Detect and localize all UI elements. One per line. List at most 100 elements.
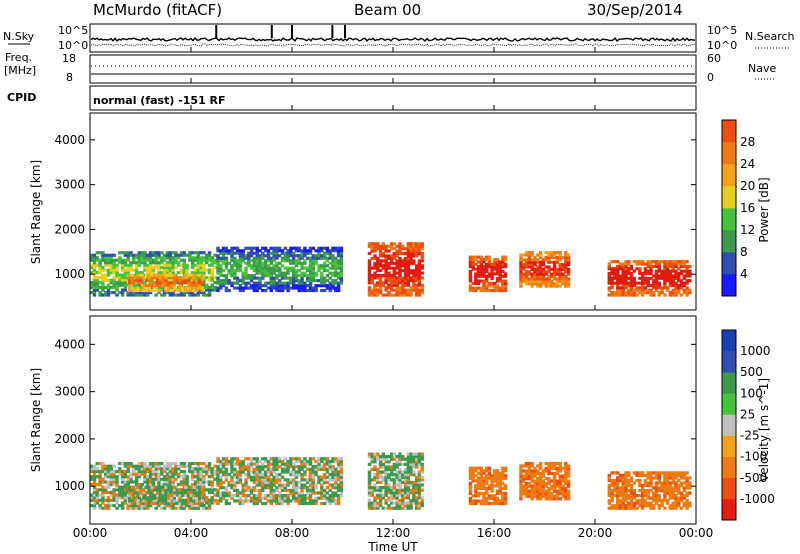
- velocity-cell: [381, 457, 385, 461]
- power-cell: [381, 259, 385, 263]
- velocity-cell: [373, 467, 377, 472]
- power-cell: [137, 253, 142, 257]
- velocity-cell: [261, 465, 265, 469]
- velocity-cell: [200, 499, 205, 503]
- power-cell: [401, 276, 405, 280]
- power-cell: [252, 256, 257, 260]
- velocity-cell: [286, 494, 290, 498]
- power-cell: [258, 254, 262, 258]
- velocity-cell: [618, 499, 623, 503]
- power-cell: [196, 266, 200, 270]
- velocity-cell: [129, 472, 133, 476]
- power-cell: [289, 259, 293, 263]
- power-cell: [120, 276, 125, 280]
- velocity-cell: [314, 486, 318, 490]
- velocity-cell: [167, 501, 171, 506]
- power-cell: [205, 258, 209, 262]
- velocity-cell: [541, 487, 546, 491]
- power-cell: [685, 293, 689, 297]
- velocity-cell: [160, 472, 164, 476]
- velocity-cell: [129, 475, 133, 479]
- velocity-cell: [339, 494, 344, 498]
- velocity-cell: [207, 483, 212, 487]
- power-cell: [247, 259, 251, 263]
- velocity-cell: [406, 506, 410, 510]
- velocity-cell: [616, 506, 620, 510]
- velocity-cell: [317, 491, 321, 495]
- power-cell: [219, 251, 223, 255]
- colorbar-swatch: [722, 372, 736, 394]
- power-cell: [621, 291, 625, 295]
- power-cell: [544, 272, 548, 276]
- velocity-cell: [216, 475, 220, 479]
- power-cell: [679, 264, 684, 268]
- velocity-cell: [141, 501, 146, 506]
- velocity-cell: [660, 499, 664, 503]
- power-cell: [244, 284, 248, 288]
- power-cell: [266, 249, 271, 253]
- velocity-cell: [314, 473, 318, 477]
- velocity-cell: [334, 483, 338, 487]
- velocity-cell: [115, 498, 119, 502]
- velocity-cell: [132, 496, 136, 500]
- velocity-cell: [196, 464, 200, 468]
- power-cell: [185, 268, 189, 272]
- power-cell: [168, 261, 172, 265]
- velocity-cell: [607, 491, 611, 495]
- power-cell: [165, 251, 170, 255]
- velocity-cell: [306, 480, 310, 485]
- power-cell: [196, 253, 200, 257]
- velocity-cell: [177, 464, 181, 468]
- velocity-cell: [406, 452, 410, 456]
- velocity-cell: [266, 499, 271, 503]
- velocity-cell: [334, 478, 338, 482]
- velocity-cell: [172, 491, 177, 495]
- velocity-cell: [533, 484, 537, 488]
- power-cell: [398, 288, 402, 292]
- power-cell: [126, 263, 130, 267]
- power-cell: [244, 281, 248, 285]
- velocity-cell: [153, 501, 157, 506]
- power-cell: [498, 286, 502, 290]
- velocity-cell: [158, 491, 163, 495]
- power-cell: [474, 279, 478, 283]
- power-cell: [280, 284, 285, 288]
- power-cell: [398, 259, 402, 263]
- velocity-cell: [558, 489, 562, 493]
- power-cell: [395, 266, 399, 270]
- power-cell: [328, 284, 332, 288]
- power-cell: [198, 283, 202, 287]
- velocity-cell: [476, 486, 481, 490]
- power-cell: [674, 284, 678, 288]
- power-cell: [162, 258, 167, 262]
- velocity-cell: [547, 472, 551, 476]
- velocity-cell: [261, 467, 265, 471]
- power-cell: [308, 249, 313, 253]
- power-cell: [490, 267, 494, 271]
- velocity-cell: [106, 490, 111, 495]
- power-cell: [219, 269, 223, 273]
- velocity-cell: [607, 486, 611, 490]
- velocity-cell: [162, 475, 167, 479]
- velocity-cell: [247, 462, 251, 466]
- velocity-cell: [112, 464, 116, 468]
- velocity-cell: [495, 479, 500, 483]
- velocity-cell: [652, 494, 656, 498]
- velocity-cell: [387, 483, 391, 487]
- power-cell: [476, 265, 481, 269]
- velocity-cell: [485, 496, 489, 500]
- velocity-cell: [564, 477, 568, 481]
- power-cell: [252, 259, 257, 263]
- power-cell: [552, 272, 557, 276]
- power-cell: [468, 289, 473, 293]
- velocity-cell: [387, 488, 391, 492]
- velocity-cell: [109, 464, 113, 468]
- velocity-cell: [685, 471, 689, 475]
- power-cell: [199, 256, 203, 260]
- colorbar-tick-label: -500: [740, 471, 767, 485]
- power-cell: [112, 253, 116, 257]
- velocity-cell: [210, 467, 214, 471]
- power-cell: [541, 275, 546, 279]
- power-cell: [255, 251, 259, 255]
- velocity-cell: [544, 466, 548, 471]
